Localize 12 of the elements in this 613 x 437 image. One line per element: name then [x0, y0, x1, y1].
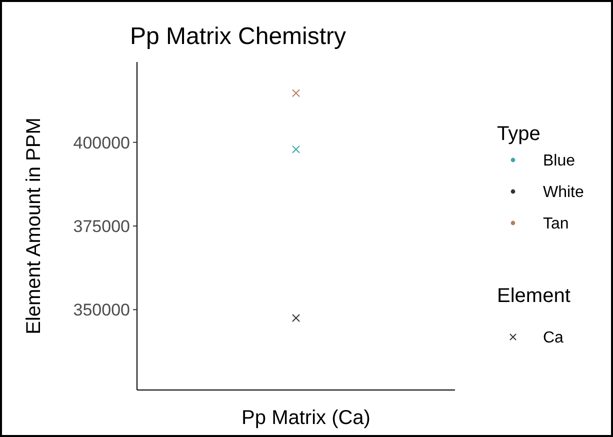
legend-label: Blue [543, 152, 576, 170]
x-axis-title: Pp Matrix (Ca) [242, 407, 370, 429]
legend-label: Tan [543, 216, 569, 233]
y-tick-label: 400000 [73, 133, 130, 152]
y-axis-title: Element Amount in PPM [23, 118, 45, 334]
y-tick-label: 375000 [73, 216, 130, 236]
y-tick-label: 350000 [73, 300, 130, 320]
text: Ca [543, 330, 564, 347]
legend-title: Type [497, 123, 540, 145]
chart-title: Pp Matrix Chemistry [130, 23, 346, 50]
legend-label: White [543, 184, 584, 202]
text: Element [497, 285, 571, 307]
